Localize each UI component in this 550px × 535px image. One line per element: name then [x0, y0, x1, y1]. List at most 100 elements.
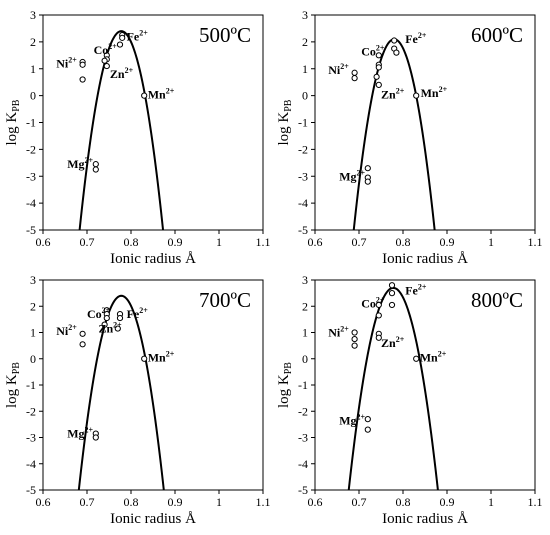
- y-tick-label: 1: [30, 62, 36, 76]
- y-tick-label: -4: [26, 196, 36, 210]
- x-tick-label: 0.9: [168, 495, 183, 509]
- panel-title: 600ºC: [471, 23, 523, 47]
- y-tick-label: 0: [30, 352, 36, 366]
- x-axis-label: Ionic radius Å: [110, 251, 196, 267]
- x-tick-label: 0.7: [352, 235, 367, 249]
- ion-label-symbol: Mg: [339, 413, 356, 427]
- data-point: [375, 301, 382, 309]
- ion-label: Mn2+: [148, 349, 175, 364]
- y-tick-label: -3: [26, 431, 36, 445]
- y-tick-label: -5: [298, 223, 308, 237]
- y-axis-label-subscript: PB: [283, 362, 294, 375]
- y-tick-label: 0: [302, 352, 308, 366]
- x-tick-label: 1: [216, 495, 222, 509]
- x-tick-label: 1.1: [256, 235, 271, 249]
- y-axis-label-subscript: PB: [283, 99, 294, 112]
- ion-label: Zn2+: [381, 335, 405, 350]
- data-point: [351, 342, 358, 349]
- y-tick-label: 1: [30, 326, 36, 340]
- ion-label-charge: 2+: [340, 324, 349, 333]
- ion-label-symbol: Fe: [405, 283, 418, 297]
- data-point: [388, 282, 396, 289]
- x-axis-label: Ionic radius Å: [382, 251, 468, 267]
- y-axis-label-main: log K: [276, 112, 292, 146]
- ion-label-charge: 2+: [139, 306, 148, 315]
- ion-label: Co2+: [361, 296, 385, 311]
- data-point: [141, 355, 148, 362]
- ion-label-charge: 2+: [396, 335, 405, 344]
- ion-label-charge: 2+: [125, 66, 134, 75]
- ion-label-charge: 2+: [357, 168, 366, 177]
- x-tick-label: 0.9: [440, 235, 455, 249]
- ion-label-charge: 2+: [376, 296, 385, 305]
- y-tick-label: 3: [302, 273, 308, 287]
- plot-frame: [314, 14, 536, 231]
- y-tick-label: -2: [26, 142, 36, 156]
- ion-label: Co2+: [87, 306, 111, 321]
- y-tick-label: 3: [302, 8, 308, 22]
- data-point: [413, 355, 420, 362]
- data-point: [79, 341, 86, 348]
- x-tick-label: 0.8: [124, 235, 139, 249]
- ion-label-symbol: Co: [361, 44, 376, 58]
- ion-label-charge: 2+: [139, 29, 148, 38]
- y-tick-label: -4: [298, 457, 308, 471]
- chart-panel-4: 0.6 0.7 0.8 0.9 1 1.1 -5 -4 -3 -2 -1 0 1 2 3 Ionic radi…: [276, 273, 543, 527]
- y-axis-label: log KPB: [4, 99, 22, 145]
- ion-label-charge: 2+: [418, 282, 427, 291]
- x-tick-label: 0.8: [396, 235, 411, 249]
- x-tick-label: 0.9: [440, 495, 455, 509]
- ion-label-symbol: Ni: [56, 324, 69, 338]
- data-point: [92, 434, 99, 441]
- y-tick-label: 1: [302, 326, 308, 340]
- ion-label: Fe2+: [405, 31, 427, 46]
- ion-label-charge: 2+: [357, 412, 366, 421]
- y-tick-label: 3: [30, 8, 36, 22]
- ion-label-charge: 2+: [438, 349, 447, 358]
- data-point: [364, 416, 371, 423]
- x-tick-label: 0.7: [352, 495, 367, 509]
- panel-title: 500ºC: [199, 23, 251, 47]
- ion-label: Co2+: [94, 42, 118, 57]
- ion-label-symbol: Mg: [67, 427, 84, 441]
- ion-label-charge: 2+: [376, 43, 385, 52]
- x-tick-label: 0.6: [308, 495, 323, 509]
- x-tick-label: 0.6: [308, 235, 323, 249]
- data-point: [364, 178, 371, 185]
- data-point: [79, 76, 86, 83]
- ion-label-charge: 2+: [68, 55, 77, 64]
- ion-label-symbol: Ni: [328, 325, 341, 339]
- plot-frame: [42, 14, 264, 231]
- ion-label: Mg2+: [339, 168, 365, 183]
- ion-label: Fe2+: [405, 282, 427, 297]
- data-point: [375, 52, 382, 59]
- x-axis-label: Ionic radius Å: [110, 511, 196, 527]
- fit-curve: [352, 38, 436, 231]
- ion-label: Ni2+: [328, 62, 349, 77]
- x-tick-label: 0.6: [36, 495, 51, 509]
- y-tick-label: -5: [298, 483, 308, 497]
- ion-label: Mn2+: [148, 86, 175, 101]
- chart-panel-1: 0.6 0.7 0.8 0.9 1 1.1 -5 -4 -3 -2 -1 0 1 2 3 Ionic radi…: [4, 8, 271, 267]
- ion-label-symbol: Zn: [381, 87, 396, 101]
- chart-panel-2: 0.6 0.7 0.8 0.9 1 1.1 -5 -4 -3 -2 -1 0 1 2 3 Ionic radi…: [276, 8, 543, 267]
- ion-label-charge: 2+: [340, 62, 349, 71]
- ion-label-symbol: Ni: [56, 56, 69, 70]
- chart-panel-3: 0.6 0.7 0.8 0.9 1 1.1 -5 -4 -3 -2 -1 0 1 2 3 Ionic radi…: [4, 273, 271, 527]
- ion-label-charge: 2+: [439, 85, 448, 94]
- x-tick-label: 0.6: [36, 235, 51, 249]
- data-point: [393, 49, 400, 56]
- y-tick-label: -5: [26, 223, 36, 237]
- x-tick-label: 1: [488, 495, 494, 509]
- x-tick-label: 0.9: [168, 235, 183, 249]
- y-tick-label: -2: [298, 142, 308, 156]
- data-point: [388, 301, 396, 309]
- x-tick-label: 0.7: [80, 495, 95, 509]
- y-axis-label-subscript: PB: [11, 99, 22, 112]
- data-point: [375, 334, 382, 341]
- ion-label: Co2+: [361, 43, 385, 58]
- x-tick-label: 0.7: [80, 235, 95, 249]
- panel-title: 700ºC: [199, 288, 251, 312]
- data-point: [79, 61, 86, 68]
- x-tick-label: 1.1: [256, 495, 271, 509]
